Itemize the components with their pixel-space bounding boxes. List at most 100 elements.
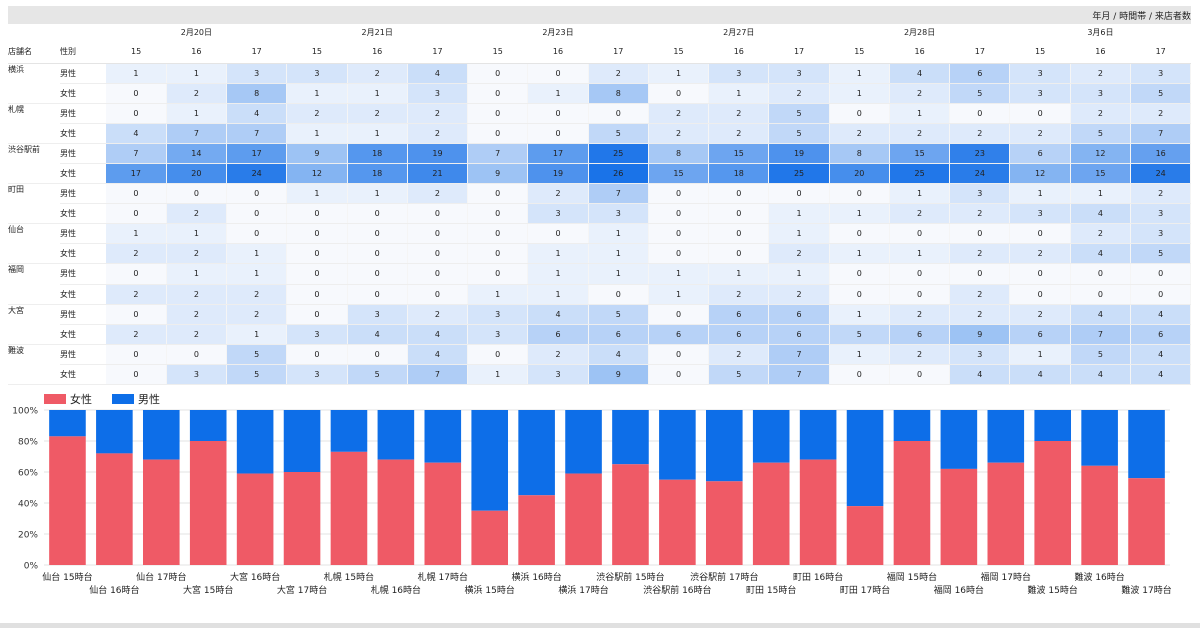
- bar-female[interactable]: [1081, 465, 1118, 565]
- hour-header[interactable]: 15: [648, 41, 709, 64]
- value-cell: 1: [347, 183, 408, 205]
- sex-column-header[interactable]: 性別: [60, 41, 106, 64]
- bar-female[interactable]: [846, 506, 884, 565]
- hour-header[interactable]: 15: [829, 41, 890, 64]
- hour-header[interactable]: 16: [347, 41, 408, 64]
- bar-female[interactable]: [893, 441, 931, 565]
- bar-male[interactable]: [659, 410, 696, 480]
- bar-female[interactable]: [705, 481, 743, 565]
- bar-male[interactable]: [283, 410, 321, 472]
- bar-female[interactable]: [1128, 478, 1165, 565]
- hour-header[interactable]: 16: [166, 41, 227, 64]
- bar-male[interactable]: [377, 410, 415, 460]
- value-cell: 7: [768, 364, 830, 386]
- bar-female[interactable]: [1034, 441, 1072, 565]
- bar-male[interactable]: [96, 410, 133, 454]
- bar-female[interactable]: [236, 473, 274, 565]
- bar-male[interactable]: [752, 410, 790, 463]
- bar-male[interactable]: [518, 410, 555, 496]
- bar-female[interactable]: [96, 453, 133, 565]
- hour-header[interactable]: 17: [768, 41, 830, 64]
- bar-male[interactable]: [236, 410, 274, 474]
- bar-male[interactable]: [142, 410, 180, 460]
- value-cell: 6: [768, 324, 830, 345]
- bar-female[interactable]: [659, 479, 696, 565]
- value-cell: 1: [708, 263, 770, 285]
- bar-female[interactable]: [189, 441, 227, 565]
- legend-swatch[interactable]: [44, 394, 66, 404]
- table-title: 年月 / 時間帯 / 来店者数: [8, 6, 1191, 24]
- bar-male[interactable]: [49, 410, 86, 437]
- sex-cell: 男性: [60, 344, 106, 365]
- hour-header[interactable]: 17: [949, 41, 1010, 64]
- bar-male[interactable]: [1128, 410, 1165, 479]
- hour-header[interactable]: 16: [527, 41, 589, 64]
- x-tick-label: 仙台 17時台: [136, 571, 186, 583]
- bar-male[interactable]: [189, 410, 227, 441]
- value-cell: 0: [648, 364, 710, 386]
- value-cell: 21: [407, 163, 469, 185]
- hour-header[interactable]: 15: [1009, 41, 1071, 64]
- hour-header[interactable]: 15: [106, 41, 167, 64]
- hour-header[interactable]: 16: [1070, 41, 1131, 64]
- value-cell: 4: [889, 63, 951, 84]
- bar-female[interactable]: [752, 462, 790, 565]
- value-cell: 2: [166, 243, 228, 265]
- bar-female[interactable]: [142, 459, 180, 565]
- value-cell: 1: [527, 263, 589, 285]
- value-cell: 7: [588, 183, 649, 205]
- hour-header[interactable]: 17: [226, 41, 287, 64]
- legend-label[interactable]: 男性: [138, 392, 160, 406]
- bar-male[interactable]: [987, 410, 1025, 463]
- store-column-header[interactable]: 店舗名: [8, 41, 60, 64]
- value-cell: 6: [588, 324, 649, 345]
- date-header-row: 2月20日 2月21日 2月23日 2月27日 2月28日 3月6日: [8, 24, 1191, 41]
- bar-female[interactable]: [518, 495, 555, 565]
- bar-female[interactable]: [377, 459, 415, 565]
- bar-female[interactable]: [612, 464, 649, 565]
- hour-header[interactable]: 15: [286, 41, 348, 64]
- date-header[interactable]: 2月27日: [723, 28, 755, 37]
- bar-male[interactable]: [846, 410, 884, 507]
- date-header[interactable]: 2月20日: [180, 28, 213, 37]
- date-header[interactable]: 3月6日: [1087, 28, 1114, 37]
- bar-male[interactable]: [940, 410, 978, 469]
- bar-male[interactable]: [1081, 410, 1118, 466]
- bar-male[interactable]: [471, 410, 509, 511]
- bar-male[interactable]: [330, 410, 368, 452]
- bar-female[interactable]: [471, 510, 509, 565]
- bar-male[interactable]: [612, 410, 649, 465]
- hour-header[interactable]: 17: [1130, 41, 1191, 64]
- bar-male[interactable]: [565, 410, 602, 474]
- bar-female[interactable]: [987, 462, 1025, 565]
- bar-female[interactable]: [49, 436, 86, 565]
- bar-female[interactable]: [940, 468, 978, 565]
- bar-male[interactable]: [705, 410, 743, 482]
- hour-header[interactable]: 17: [588, 41, 649, 64]
- bar-male[interactable]: [1034, 410, 1072, 441]
- value-cell: 2: [648, 123, 710, 144]
- hour-header[interactable]: 17: [407, 41, 468, 64]
- hour-header[interactable]: 15: [467, 41, 528, 64]
- value-cell: 5: [708, 364, 770, 386]
- value-cell: 4: [407, 63, 469, 84]
- bar-male[interactable]: [799, 410, 837, 460]
- value-cell: 2: [106, 243, 167, 265]
- bar-female[interactable]: [565, 473, 602, 565]
- legend-label[interactable]: 女性: [70, 392, 92, 406]
- bar-female[interactable]: [424, 462, 462, 565]
- date-header[interactable]: 2月21日: [361, 28, 393, 37]
- bar-male[interactable]: [893, 410, 931, 441]
- value-cell: 25: [768, 163, 830, 185]
- date-header[interactable]: 2月23日: [542, 28, 574, 37]
- value-cell: 4: [527, 304, 589, 325]
- hour-header[interactable]: 16: [889, 41, 950, 64]
- date-header[interactable]: 2月28日: [903, 28, 936, 37]
- value-cell: 6: [648, 324, 710, 345]
- bar-female[interactable]: [799, 459, 837, 565]
- bar-male[interactable]: [424, 410, 462, 463]
- legend-swatch[interactable]: [112, 394, 134, 404]
- hour-header[interactable]: 16: [708, 41, 769, 64]
- bar-female[interactable]: [330, 451, 368, 565]
- bar-female[interactable]: [283, 472, 321, 565]
